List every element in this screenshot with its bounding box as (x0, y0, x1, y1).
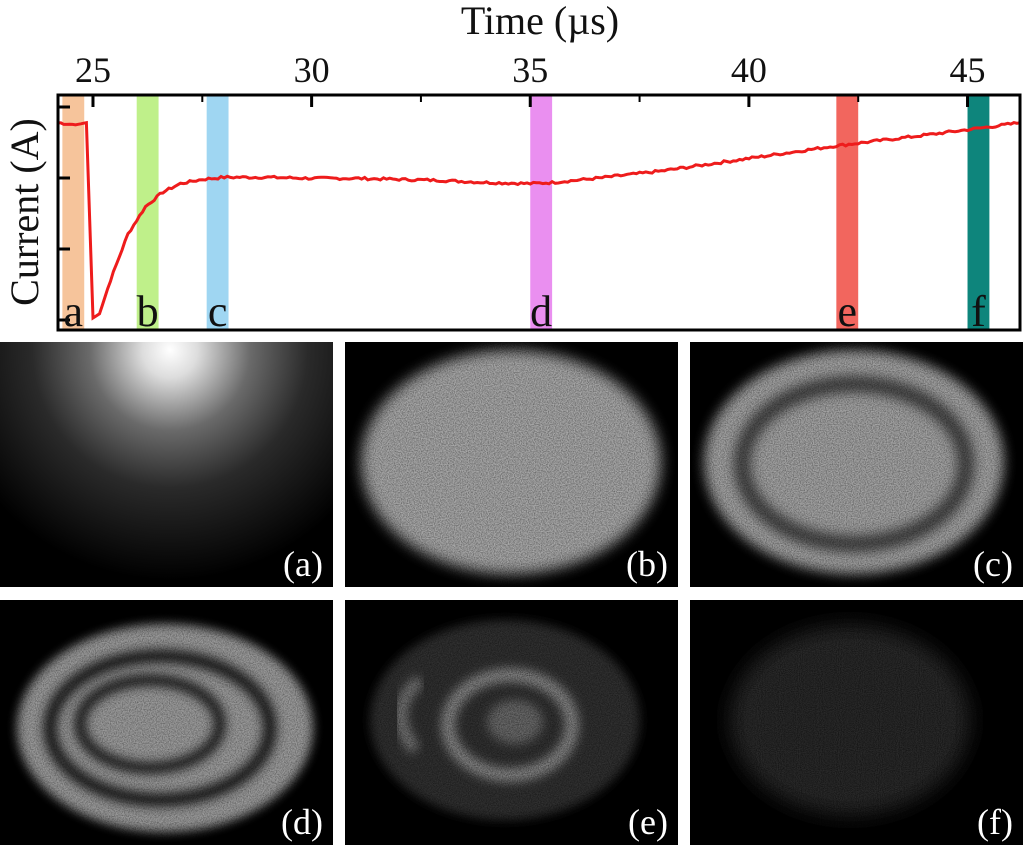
panel-f-image (690, 600, 1023, 845)
image-panel-d: (d) (0, 600, 333, 845)
band-letter-c: c (208, 287, 228, 335)
x-tick-label: 35 (512, 50, 548, 90)
panel-b-image (345, 342, 678, 587)
current-line (57, 120, 1021, 321)
panel-label-f: (f) (977, 802, 1013, 842)
time-marker-bands (62, 95, 990, 330)
current-trace (57, 120, 1021, 321)
plot-frame (56, 93, 1022, 332)
x-tick-label: 45 (950, 50, 986, 90)
image-panel-b: (b) (345, 342, 678, 587)
band-letter-d: d (530, 287, 552, 335)
x-tick-label: 40 (731, 50, 767, 90)
band-d (530, 95, 553, 330)
current-chart: Time (µs) Current (A) 25 30 35 40 45 a b c d e f (2, 0, 1022, 335)
panel-c-image (690, 342, 1023, 587)
band-f (967, 95, 990, 330)
band-b (136, 95, 159, 330)
panel-e-image (345, 600, 678, 845)
panel-label-e: (e) (628, 802, 668, 842)
band-letters: a b c d e f (64, 287, 987, 335)
image-panel-c: (c) (690, 342, 1023, 587)
y-axis-title: Current (A) (2, 118, 47, 306)
x-tick-label: 30 (294, 50, 330, 90)
x-tick-label: 25 (75, 50, 111, 90)
panel-a-image (0, 342, 333, 587)
band-e (836, 95, 859, 330)
panel-label-a: (a) (283, 544, 323, 584)
x-axis-title: Time (µs) (461, 0, 619, 43)
band-letter-e: e (838, 287, 858, 335)
axis-ticks: 25 30 35 40 45 (58, 50, 986, 322)
image-panel-f: (f) (690, 600, 1023, 845)
panel-label-d: (d) (281, 802, 323, 842)
band-letter-f: f (971, 287, 986, 335)
band-letter-b: b (137, 287, 159, 335)
panel-d-image (0, 600, 333, 845)
band-letter-a: a (64, 287, 84, 335)
panel-label-b: (b) (626, 544, 668, 584)
image-panel-a: (a) (0, 342, 333, 587)
panel-label-c: (c) (973, 544, 1013, 584)
image-panel-e: (e) (345, 600, 678, 845)
band-c (206, 95, 229, 330)
band-a (62, 95, 85, 330)
